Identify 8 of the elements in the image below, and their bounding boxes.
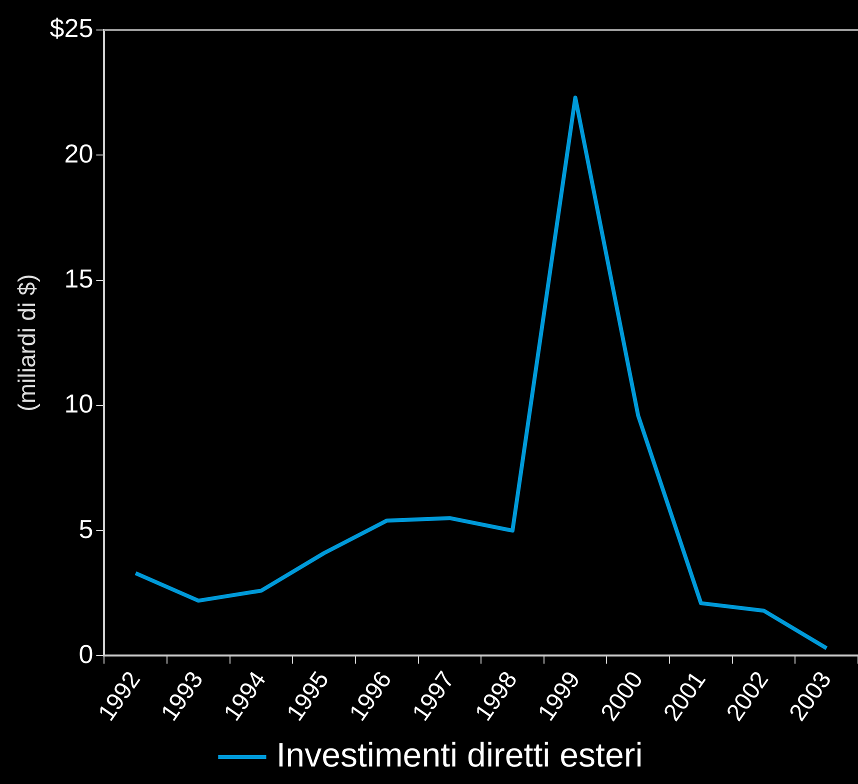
y-tick-label: 15 [64, 263, 94, 294]
y-axis-title: (miliardi di $) [14, 274, 42, 412]
y-tick-label: 0 [78, 638, 94, 669]
y-tick-label: $25 [50, 13, 94, 44]
y-tick-label: 10 [64, 388, 94, 419]
y-tick-label: 20 [64, 138, 94, 168]
legend-label: Investimenti diretti esteri [276, 736, 643, 774]
y-tick-label: 5 [78, 514, 94, 544]
